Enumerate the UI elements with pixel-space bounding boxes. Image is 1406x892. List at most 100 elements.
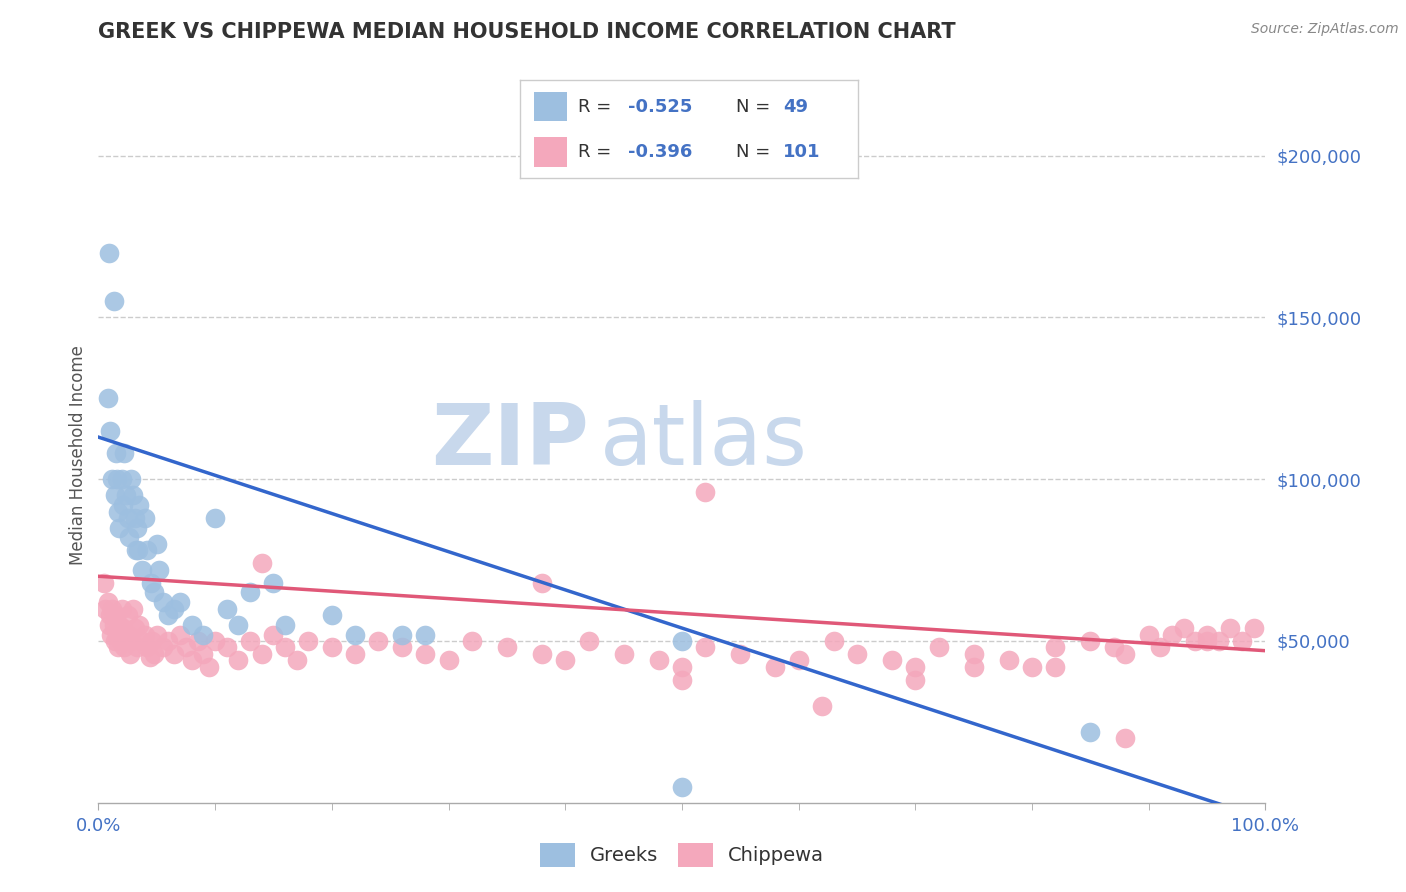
Point <box>148 563 170 577</box>
Point <box>112 446 135 460</box>
Point <box>141 634 163 648</box>
Point <box>695 485 717 500</box>
Point <box>1173 621 1195 635</box>
Point <box>228 617 250 632</box>
Point <box>174 640 197 655</box>
Point <box>105 627 128 641</box>
Text: N =: N = <box>737 98 776 116</box>
Text: 49: 49 <box>783 98 808 116</box>
Text: -0.396: -0.396 <box>628 143 693 161</box>
Point <box>554 653 576 667</box>
Point <box>671 780 693 794</box>
Point <box>120 634 142 648</box>
FancyBboxPatch shape <box>534 92 568 121</box>
Point <box>111 601 134 615</box>
Point <box>285 653 308 667</box>
Point <box>180 653 202 667</box>
Point <box>169 595 191 609</box>
Point <box>250 557 273 571</box>
Point <box>763 660 786 674</box>
Point <box>1137 627 1160 641</box>
Point <box>187 634 209 648</box>
Point <box>695 640 717 655</box>
Point <box>101 472 124 486</box>
Text: GREEK VS CHIPPEWA MEDIAN HOUSEHOLD INCOME CORRELATION CHART: GREEK VS CHIPPEWA MEDIAN HOUSEHOLD INCOM… <box>98 22 956 42</box>
Point <box>108 521 131 535</box>
Point <box>671 660 693 674</box>
Point <box>134 627 156 641</box>
Point <box>1208 634 1230 648</box>
Point <box>110 634 132 648</box>
Point <box>228 653 250 667</box>
Point <box>163 601 186 615</box>
Point <box>1219 621 1241 635</box>
Point <box>136 543 159 558</box>
Point <box>495 640 517 655</box>
Point <box>413 627 436 641</box>
Point <box>111 621 134 635</box>
Point <box>97 595 120 609</box>
Point <box>117 608 139 623</box>
Point <box>578 634 600 648</box>
Point <box>823 634 845 648</box>
Point <box>98 424 121 438</box>
Point <box>1021 660 1043 674</box>
Point <box>152 595 174 609</box>
Point <box>111 498 134 512</box>
Point <box>146 537 169 551</box>
Text: 101: 101 <box>783 143 821 161</box>
Point <box>107 640 129 655</box>
Point <box>180 617 202 632</box>
Point <box>127 543 149 558</box>
Point <box>262 627 284 641</box>
Point <box>239 585 262 599</box>
Point <box>1161 627 1184 641</box>
FancyBboxPatch shape <box>534 137 568 167</box>
Point <box>413 647 436 661</box>
Point <box>131 563 153 577</box>
Point <box>274 617 297 632</box>
Point <box>134 511 156 525</box>
Point <box>163 647 186 661</box>
Point <box>112 640 135 655</box>
Point <box>104 634 127 648</box>
Point <box>169 627 191 641</box>
Point <box>1114 731 1136 745</box>
Text: Source: ZipAtlas.com: Source: ZipAtlas.com <box>1251 22 1399 37</box>
Point <box>122 488 145 502</box>
Point <box>297 634 319 648</box>
Point <box>262 575 284 590</box>
Point <box>1080 634 1102 648</box>
Point <box>118 647 141 661</box>
Text: R =: R = <box>578 143 617 161</box>
Point <box>1195 634 1218 648</box>
Point <box>97 245 120 260</box>
Point <box>215 640 238 655</box>
Point <box>118 627 141 641</box>
Point <box>1149 640 1171 655</box>
Point <box>111 472 134 486</box>
Point <box>647 653 669 667</box>
Point <box>1243 621 1265 635</box>
Point <box>108 617 131 632</box>
Y-axis label: Median Household Income: Median Household Income <box>69 345 87 565</box>
Point <box>128 617 150 632</box>
Point <box>204 511 226 525</box>
Point <box>997 653 1019 667</box>
Point <box>1045 640 1067 655</box>
Point <box>962 660 984 674</box>
Point <box>100 627 122 641</box>
Point <box>139 575 162 590</box>
Point <box>928 640 950 655</box>
Point <box>461 634 484 648</box>
Point <box>193 627 215 641</box>
Point <box>125 543 148 558</box>
Point <box>97 392 120 406</box>
Point <box>367 634 389 648</box>
Point <box>118 531 141 545</box>
Point <box>321 640 343 655</box>
Point <box>1230 634 1253 648</box>
Point <box>193 647 215 661</box>
Point <box>530 575 553 590</box>
Point <box>117 511 139 525</box>
